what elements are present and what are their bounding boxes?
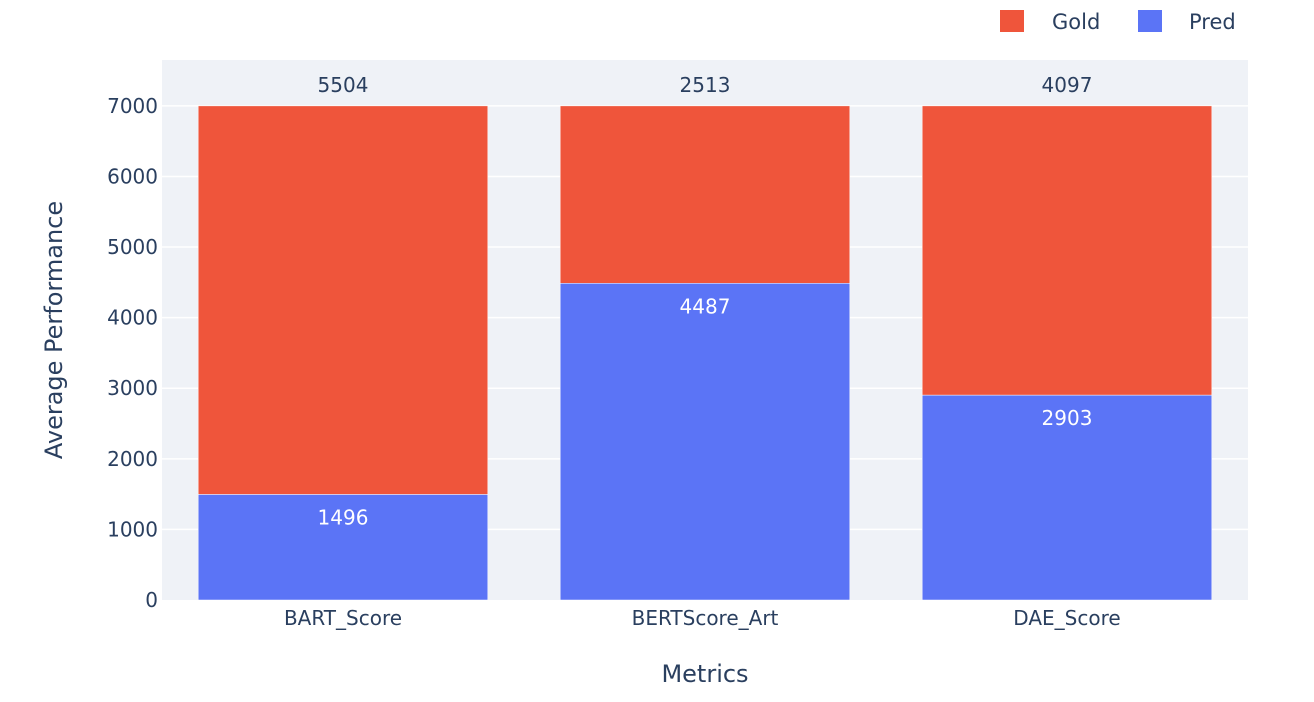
- legend-item-gold[interactable]: Gold: [1000, 10, 1100, 34]
- bar-value-label: 4487: [680, 294, 731, 318]
- x-tick-label: BERTScore_Art: [632, 606, 779, 630]
- y-tick-label: 7000: [107, 94, 158, 118]
- bar-pred-bertscore_art[interactable]: [559, 283, 851, 601]
- x-tick-label: BART_Score: [284, 606, 402, 630]
- bar-value-label: 4097: [1042, 73, 1093, 97]
- x-axis-title: Metrics: [661, 660, 748, 688]
- y-axis-ticks: 0 1000 2000 3000 4000 5000 6000 7000: [107, 94, 158, 612]
- y-axis-title: Average Performance: [40, 201, 68, 459]
- y-tick-label: 5000: [107, 235, 158, 259]
- legend-swatch: [1138, 10, 1162, 32]
- y-tick-label: 0: [145, 588, 158, 612]
- bar-gold-dae_score[interactable]: [921, 105, 1213, 396]
- bar-gold-bart_score[interactable]: [197, 105, 489, 495]
- legend-item-pred[interactable]: Pred: [1138, 10, 1236, 34]
- y-tick-label: 2000: [107, 447, 158, 471]
- x-axis-ticks: BART_Score BERTScore_Art DAE_Score: [284, 606, 1121, 630]
- bar-value-label: 1496: [318, 505, 369, 529]
- legend-label: Pred: [1189, 10, 1236, 34]
- bar-value-label: 2513: [680, 73, 731, 97]
- x-tick-label: DAE_Score: [1013, 606, 1120, 630]
- bar-value-label: 2903: [1042, 406, 1093, 430]
- y-tick-label: 3000: [107, 376, 158, 400]
- legend-label: Gold: [1052, 10, 1100, 34]
- bar-pred-dae_score[interactable]: [921, 394, 1213, 601]
- legend-swatch: [1000, 10, 1024, 32]
- bar-pred-bart_score[interactable]: [197, 494, 489, 601]
- y-tick-label: 1000: [107, 517, 158, 541]
- bar-labels: 1496 5504 4487 2513 2903 4097: [318, 73, 1093, 530]
- y-tick-label: 6000: [107, 164, 158, 188]
- y-tick-label: 4000: [107, 306, 158, 330]
- bar-value-label: 5504: [318, 73, 369, 97]
- bars: [197, 105, 1213, 601]
- legend[interactable]: Gold Pred: [1000, 10, 1236, 34]
- bar-gold-bertscore_art[interactable]: [559, 105, 851, 284]
